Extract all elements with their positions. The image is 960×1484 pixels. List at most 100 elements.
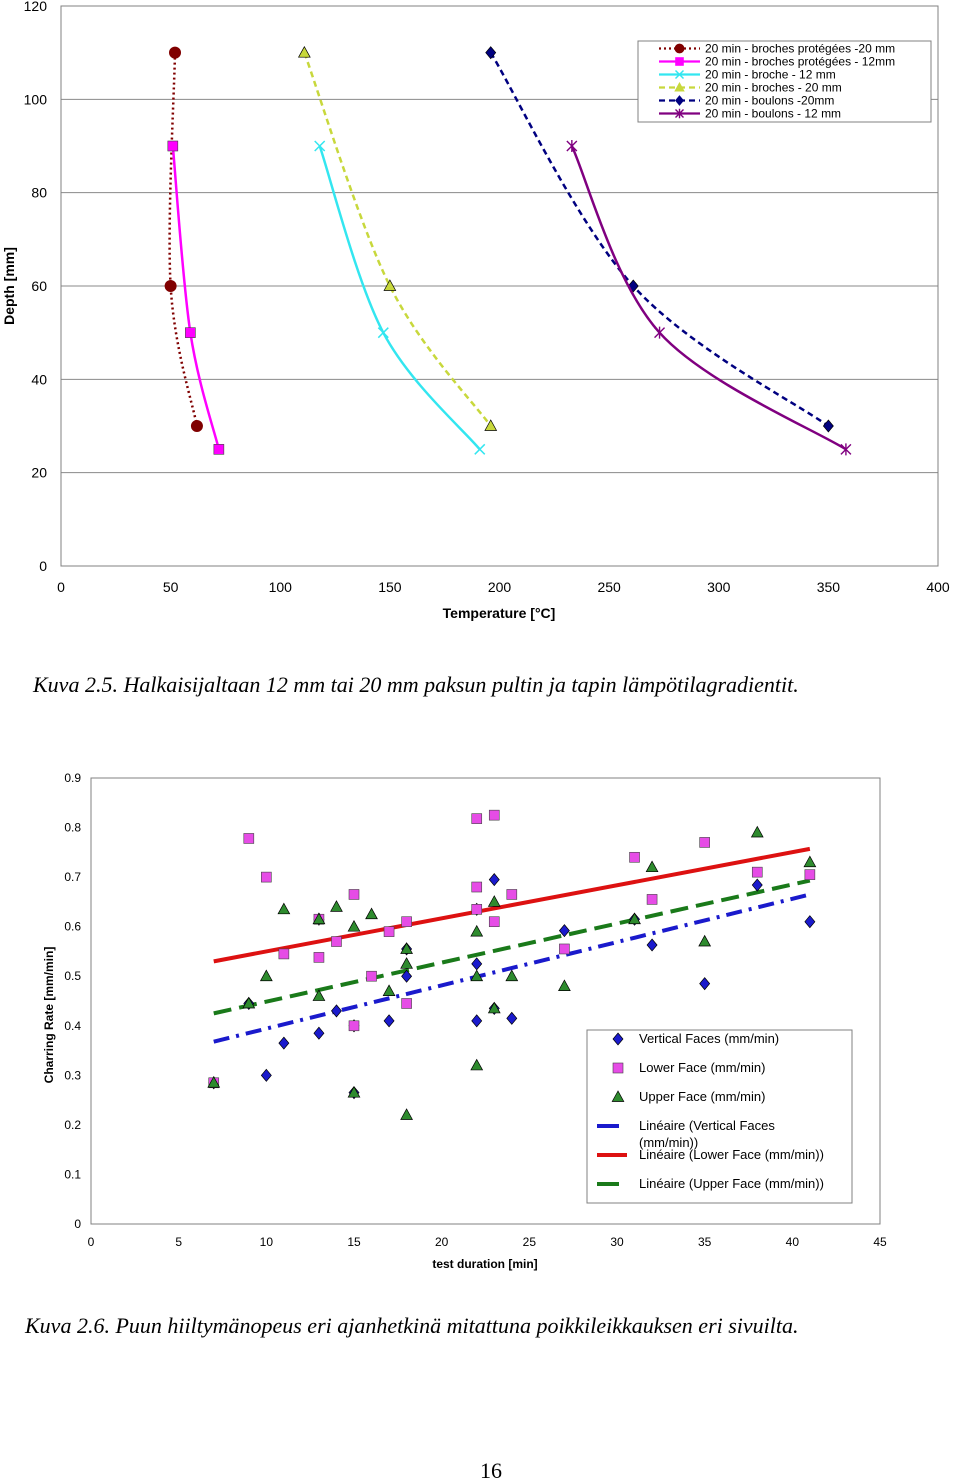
chart2-y-tick-label: 0: [74, 1217, 81, 1231]
chart1-legend-label: 20 min - boulons - 12 mm: [705, 107, 841, 121]
chart1-data-point: [167, 140, 179, 152]
chart1-y-tick-label: 0: [39, 558, 47, 574]
chart2-legend-label: Vertical Faces (mm/min): [639, 1031, 779, 1046]
chart2-x-tick-label: 5: [175, 1235, 182, 1249]
chart2-legend-marker: [612, 1062, 624, 1074]
chart2-data-point: [470, 969, 484, 982]
chart1-series-line-1: [171, 145, 221, 450]
chart2-data-point: [259, 969, 273, 982]
chart2-y-tick-label: 0.6: [64, 920, 81, 934]
chart1-data-point: [840, 443, 852, 456]
chart2-data-point: [646, 894, 658, 905]
chart1-x-tick-label: 50: [163, 579, 179, 595]
chart2-data-point: [488, 873, 500, 887]
figure-caption-1: Kuva 2.5. Halkaisijaltaan 12 mm tai 20 m…: [33, 672, 799, 697]
chart1-series-line-3: [303, 52, 492, 427]
chart2-data-point: [261, 871, 272, 883]
chart2-data-point: [629, 912, 640, 926]
chart2-y-tick-label: 0.1: [64, 1167, 81, 1181]
chart2-data-point: [488, 916, 500, 928]
chart1-y-tick-label: 80: [31, 185, 47, 201]
chart2-trendline-3: [213, 892, 811, 1044]
chart2-trendline-5: [213, 878, 811, 1016]
chart2-data-point: [313, 1026, 325, 1040]
chart1-data-point: [185, 327, 196, 338]
chart2-data-point: [804, 915, 816, 929]
chart1-data-point: [190, 420, 203, 432]
chart2-data-point: [506, 1011, 518, 1025]
chart2-x-tick-label: 20: [435, 1235, 449, 1249]
chart2-data-point: [383, 926, 395, 937]
chart2-data-point: [646, 938, 658, 952]
chart2-data-point: [312, 912, 326, 925]
chart1-y-tick-label: 100: [24, 91, 48, 107]
chart2-data-point: [506, 889, 518, 900]
chart1-x-axis-title: Temperature [°C]: [443, 605, 556, 621]
chart2-y-tick-label: 0.3: [64, 1068, 81, 1082]
chart2-data-point: [401, 942, 413, 956]
chart1-data-point: [485, 46, 497, 60]
chart1-x-tick-label: 150: [378, 579, 402, 595]
chart2-data-point: [751, 878, 763, 892]
chart2-data-point: [260, 1068, 272, 1082]
chart2-data-point: [645, 860, 659, 873]
chart2-tick-labels: 0 0.1 0.2 0.3 0.4 0.5 0.6 0.7 0.8 0.9 0 5 10 15 20 25 30…: [64, 771, 887, 1249]
chart2-legend-label: Linéaire (Lower Face (mm/min)): [639, 1147, 824, 1162]
chart2-data-point: [312, 989, 326, 1001]
chart2-data-point: [471, 904, 483, 915]
chart1-y-axis-title: Depth [mm]: [1, 247, 17, 325]
chart1-legend-marker: [675, 95, 684, 106]
chart2-data-point: [400, 942, 413, 954]
chart2-data-point: [559, 943, 570, 955]
chart1-data-point: [654, 326, 666, 339]
chart2-y-tick-label: 0.9: [64, 771, 81, 785]
chart1-data-point: [164, 280, 177, 292]
chart1-series-line-2: [318, 145, 481, 451]
chart2-data-point: [401, 916, 412, 928]
chart1-x-tick-label: 100: [269, 579, 293, 595]
chart2-x-tick-label: 0: [88, 1235, 95, 1249]
chart2-y-tick-label: 0.2: [64, 1118, 81, 1132]
chart1-series-line-0: [168, 52, 199, 427]
chart2-trendline-4: [213, 846, 811, 964]
chart2-data-point: [558, 979, 571, 991]
chart1-legend-marker: [674, 69, 685, 80]
chart2-data-point: [471, 1014, 483, 1028]
chart2-data-point: [277, 902, 291, 915]
chart2-y-tick-label: 0.5: [64, 969, 81, 983]
chart2-x-tick-label: 15: [347, 1235, 361, 1249]
chart2-data-point: [471, 902, 483, 916]
chart2-data-point: [365, 907, 378, 920]
chart2-data-point: [804, 869, 816, 880]
chart1-series-line-5: [570, 145, 847, 451]
chart2-data-point: [470, 1058, 484, 1071]
chart2-data-point: [698, 934, 712, 947]
chart2-data-point: [331, 936, 342, 947]
chart2-data-point: [628, 912, 641, 925]
chart1-data-point: [297, 45, 311, 58]
page-number: 16: [480, 1458, 502, 1483]
chart2-legend-marker: [612, 1032, 624, 1046]
chart2-data-point: [243, 996, 255, 1011]
chart2-data-point: [243, 833, 255, 844]
chart1-x-tick-label: 250: [597, 579, 621, 595]
chart1-x-tick-label: 0: [57, 579, 65, 595]
chart1-gridlines: [61, 98, 938, 474]
figure-caption-2: Kuva 2.6. Puun hiiltymänopeus eri ajanhe…: [25, 1313, 799, 1338]
chart2-data-point: [505, 969, 519, 982]
chart2-x-tick-label: 40: [786, 1235, 800, 1249]
chart2-data-point: [347, 919, 361, 932]
chart2-legend-label: Lower Face (mm/min): [639, 1060, 765, 1075]
chart2-legend-label: Upper Face (mm/min): [639, 1089, 765, 1104]
chart2-data-point: [803, 855, 817, 868]
chart1-plot-frame: [60, 5, 939, 567]
chart1-data-point: [474, 443, 486, 455]
chart1-legend-marker: [675, 57, 684, 66]
chart1-data-point: [314, 140, 326, 152]
chart2-data-point: [629, 851, 640, 863]
chart1-legend-label: 20 min - broches protégées - 12mm: [705, 55, 895, 69]
chart2-y-tick-label: 0.7: [64, 870, 81, 884]
chart2-data-point: [699, 837, 710, 848]
chart2-data-point: [699, 977, 711, 991]
